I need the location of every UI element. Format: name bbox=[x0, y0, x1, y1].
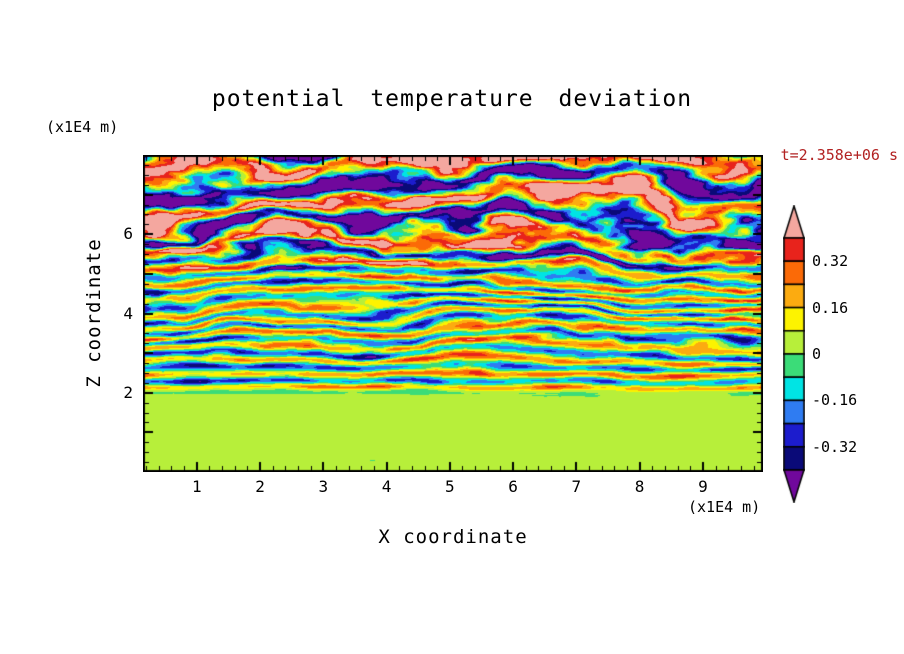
colorbar-tick-label: 0 bbox=[812, 345, 822, 363]
colorbar-tick-label: -0.32 bbox=[812, 437, 858, 456]
y-axis-unit-label: (x1E4 m) bbox=[46, 118, 119, 136]
x-tick-label: 2 bbox=[255, 477, 265, 496]
colorbar-tick-label: 0.32 bbox=[812, 252, 849, 271]
chart-title: potential temperature deviation bbox=[211, 86, 693, 112]
colorbar-tick-label: -0.16 bbox=[812, 391, 858, 410]
z-tick-label: 4 bbox=[123, 303, 133, 323]
x-axis-title: X coordinate bbox=[378, 526, 528, 548]
x-tick-label: 9 bbox=[698, 477, 708, 496]
x-tick-label: 8 bbox=[634, 477, 645, 496]
x-tick-label: 3 bbox=[318, 477, 329, 496]
colorbar-tick-label: 0.16 bbox=[812, 298, 849, 317]
z-tick-label: 6 bbox=[123, 224, 133, 244]
x-tick-label: 5 bbox=[445, 477, 455, 496]
x-tick-label: 7 bbox=[571, 477, 582, 496]
x-tick-label: 4 bbox=[381, 477, 392, 496]
x-tick-label: 6 bbox=[508, 477, 518, 496]
x-axis-unit-label: (x1E4 m) bbox=[688, 498, 761, 516]
z-tick-label: 2 bbox=[123, 382, 133, 402]
colorbar bbox=[783, 205, 805, 503]
time-annotation: t=2.358e+06 s bbox=[780, 146, 898, 164]
contour-field-canvas bbox=[143, 155, 763, 472]
x-tick-label: 1 bbox=[191, 477, 202, 496]
